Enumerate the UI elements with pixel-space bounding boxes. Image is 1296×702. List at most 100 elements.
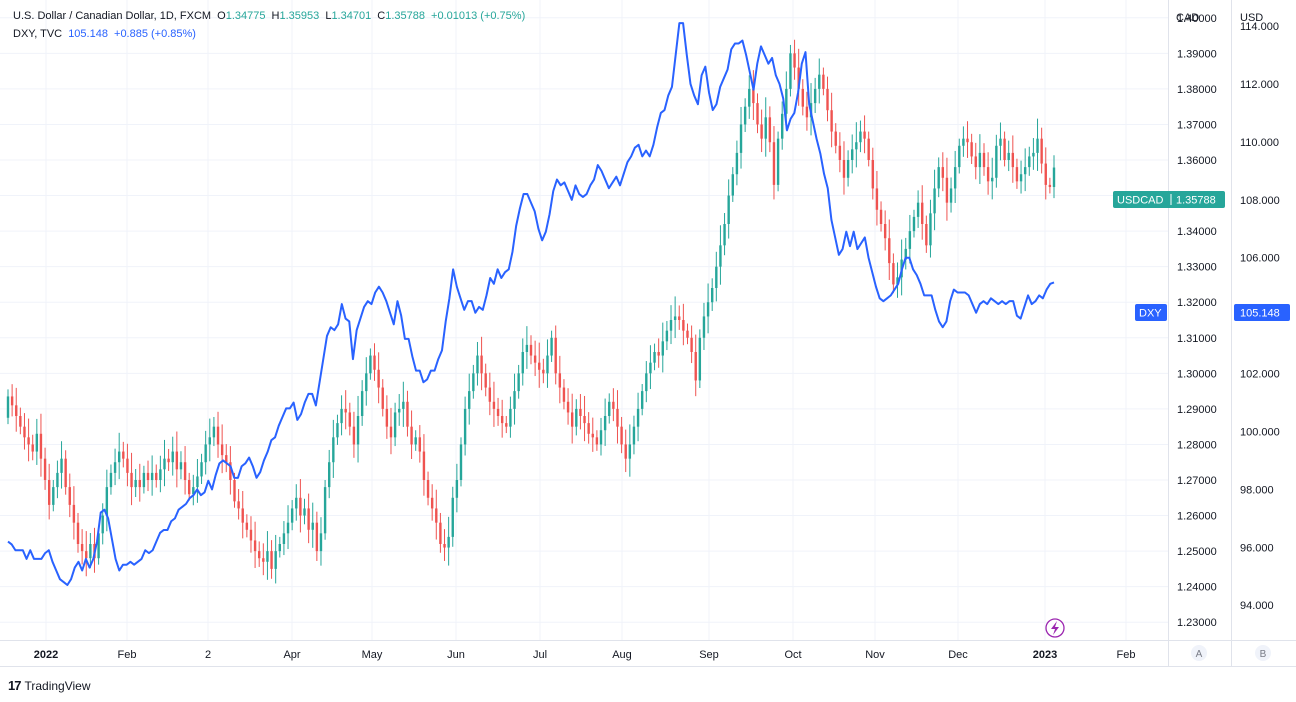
candle-body: [19, 416, 22, 427]
candle: [566, 388, 570, 425]
usd-tick-label: 102.000: [1240, 369, 1280, 381]
candle-body: [282, 533, 286, 544]
tradingview-branding[interactable]: 17 TradingView: [8, 678, 91, 693]
candle: [694, 334, 697, 397]
candle: [690, 325, 693, 364]
usd-tick-label: 114.000: [1240, 21, 1279, 33]
candle-body: [645, 373, 648, 392]
candle: [31, 434, 34, 461]
candle-body: [303, 508, 306, 516]
b-scale-button[interactable]: B: [1255, 645, 1271, 661]
candle: [155, 464, 158, 488]
candle: [986, 152, 990, 195]
candle-body: [929, 213, 932, 246]
candle: [698, 329, 702, 389]
candle: [472, 364, 475, 399]
candle-body: [1044, 163, 1047, 185]
candle: [995, 134, 998, 188]
candle-body: [525, 344, 529, 352]
legend-symbol: U.S. Dollar / Canadian Dollar, 1D, FXCM: [13, 10, 212, 22]
candle-body: [253, 540, 257, 552]
candle-body: [628, 444, 632, 459]
candle: [776, 131, 780, 192]
cad-tick-label: 1.34000: [1177, 226, 1217, 238]
lightning-icon[interactable]: [1045, 618, 1065, 638]
candle: [822, 67, 825, 96]
candle-body: [216, 426, 220, 445]
candle: [579, 394, 582, 430]
candle-body: [966, 138, 969, 143]
candle: [793, 39, 796, 80]
candle: [999, 122, 1002, 161]
x-tick-label: Jun: [447, 649, 465, 661]
candle-body: [599, 430, 603, 445]
candle: [752, 70, 755, 120]
candle: [521, 338, 524, 386]
candle: [336, 414, 339, 445]
candle: [554, 325, 557, 385]
candle-body: [587, 423, 590, 434]
cad-tick-label: 1.37000: [1177, 119, 1217, 131]
auto-scale-button[interactable]: A: [1191, 645, 1207, 661]
candle-body: [669, 320, 673, 331]
candle-body: [719, 245, 722, 267]
candle-body: [723, 224, 726, 246]
candle: [39, 413, 43, 477]
candle-body: [896, 277, 899, 285]
candle-body: [80, 544, 84, 552]
candle: [826, 76, 829, 122]
candle-body: [533, 355, 537, 363]
candle-body: [377, 369, 380, 388]
candle: [562, 379, 566, 410]
dxy-series-line: [7, 22, 1055, 586]
candle-body: [175, 451, 179, 470]
x-tick-label: Feb: [118, 649, 137, 661]
x-tick-label: 2023: [1033, 649, 1057, 661]
candle-body: [846, 160, 850, 178]
candle-body: [159, 469, 162, 480]
candle-body: [150, 472, 154, 480]
candle: [686, 323, 689, 345]
usd-tick-label: 100.000: [1240, 426, 1280, 438]
candle-body: [904, 248, 907, 260]
candle-body: [970, 142, 973, 157]
candle: [459, 437, 463, 487]
candle-body: [879, 209, 883, 224]
candle: [1003, 131, 1006, 167]
cad-tick-label: 1.27000: [1177, 475, 1217, 487]
candle-body: [138, 480, 141, 488]
candle: [480, 336, 483, 391]
candle: [818, 58, 821, 104]
candle: [126, 443, 129, 487]
dxy-legend-change: +0.885 (+0.85%): [114, 28, 196, 40]
candle-body: [958, 145, 961, 168]
candle: [10, 384, 14, 417]
candle: [435, 489, 438, 540]
candle: [163, 439, 166, 487]
candle: [673, 296, 677, 339]
candle-body: [369, 355, 372, 374]
candle-body: [68, 487, 71, 505]
candle: [991, 157, 994, 200]
candle: [805, 91, 809, 131]
candle: [669, 305, 673, 345]
candle: [262, 543, 265, 576]
candle: [270, 540, 273, 579]
candle: [410, 410, 413, 459]
candle-body: [488, 387, 492, 402]
candle: [179, 451, 183, 480]
candle: [925, 215, 928, 253]
candle-body: [266, 551, 269, 562]
candle: [463, 396, 467, 456]
candle-body: [735, 152, 739, 175]
candle: [406, 390, 409, 437]
candle-body: [768, 117, 772, 143]
candle: [958, 138, 961, 174]
candle-body: [1003, 138, 1006, 160]
candle: [797, 48, 800, 106]
candle: [299, 479, 302, 533]
candle-body: [517, 373, 520, 392]
candle-body: [863, 131, 866, 139]
candle-body: [27, 437, 30, 445]
